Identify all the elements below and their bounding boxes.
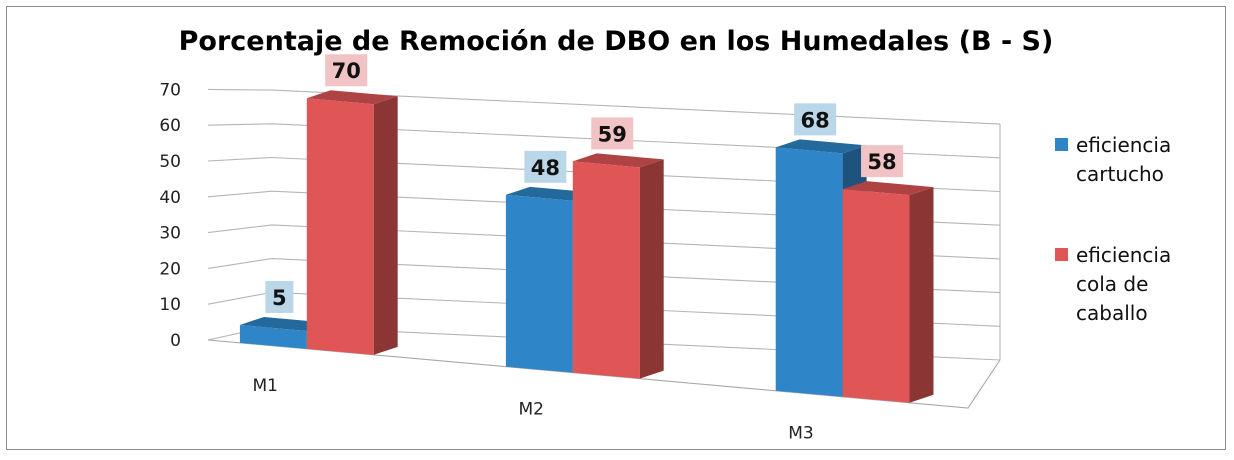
- grid-lines: [207, 88, 1001, 409]
- bars: 5 70 48 59 68 58: [239, 54, 934, 403]
- data-label-text: 5: [272, 286, 287, 310]
- data-label: 5: [265, 280, 294, 313]
- bar-front: [505, 194, 573, 373]
- data-label: 59: [591, 117, 634, 150]
- y-tick-label: 70: [159, 80, 181, 100]
- bar-front: [572, 161, 640, 379]
- legend-label: eficiencia: [1076, 243, 1171, 267]
- legend-swatch: [1055, 248, 1068, 261]
- data-label: 68: [794, 103, 837, 136]
- x-axis-ticks: M1 M2 M3: [252, 376, 813, 444]
- data-label-text: 58: [867, 150, 896, 174]
- data-label-text: 68: [801, 108, 830, 132]
- data-label-text: 48: [531, 156, 560, 180]
- data-label: 70: [325, 54, 368, 87]
- floor-outline: [207, 339, 1001, 409]
- grid-line: [207, 123, 1001, 159]
- legend-item-1: eficiencia cartucho: [1055, 133, 1171, 186]
- data-label-bg: [591, 117, 634, 150]
- data-label-text: 59: [598, 122, 627, 146]
- bar-front: [239, 324, 307, 349]
- bar-side: [909, 187, 934, 403]
- data-label-text: 70: [332, 59, 361, 83]
- bar-front: [775, 147, 843, 397]
- bar-top: [842, 181, 934, 196]
- bar-top: [572, 153, 664, 168]
- legend-label: caballo: [1076, 301, 1148, 325]
- bar-m3-series-2: [842, 181, 934, 403]
- grid-line: [207, 224, 1001, 260]
- x-tick-label: M3: [788, 424, 813, 444]
- y-tick-label: 10: [159, 295, 181, 315]
- bar-front: [306, 98, 374, 355]
- y-tick-label: 60: [159, 116, 181, 136]
- bar-top: [306, 90, 398, 105]
- y-tick-label: 20: [159, 259, 181, 279]
- grid-line: [207, 156, 1001, 193]
- y-axis-ticks: 0 10 20 30 40 50 60 70: [159, 80, 181, 351]
- bar-m1-series-2: [306, 90, 398, 355]
- legend: eficiencia cartucho eficiencia cola de cabal…: [1055, 133, 1171, 325]
- x-tick-label: M1: [252, 376, 277, 396]
- grid-line: [207, 258, 1001, 294]
- data-label-bg: [524, 150, 567, 183]
- bar-top: [775, 139, 867, 154]
- y-tick-label: 40: [159, 188, 181, 208]
- bar-side: [373, 96, 398, 355]
- legend-label: eficiencia: [1076, 133, 1171, 157]
- y-tick-label: 0: [170, 331, 181, 351]
- bar-front: [842, 189, 910, 403]
- legend-label: cola de: [1076, 272, 1148, 296]
- y-tick-label: 50: [159, 152, 181, 172]
- data-label-bg: [325, 54, 368, 87]
- data-label-bg: [265, 280, 294, 313]
- grid-line: [207, 88, 1001, 125]
- data-label-bg: [794, 103, 837, 136]
- data-label: 58: [861, 145, 904, 178]
- legend-item-2: eficiencia cola de caballo: [1055, 243, 1171, 325]
- y-tick-label: 30: [159, 224, 181, 244]
- legend-label: cartucho: [1076, 162, 1164, 186]
- legend-swatch: [1055, 138, 1068, 151]
- grid-line: [207, 190, 1001, 226]
- data-label: 48: [524, 150, 567, 183]
- chart-title: Porcentaje de Remoción de DBO en los Hum…: [179, 26, 1054, 57]
- data-label-bg: [861, 145, 904, 178]
- bar-m2-series-2: [572, 153, 664, 379]
- bar-side: [639, 159, 664, 379]
- x-tick-label: M2: [518, 400, 543, 420]
